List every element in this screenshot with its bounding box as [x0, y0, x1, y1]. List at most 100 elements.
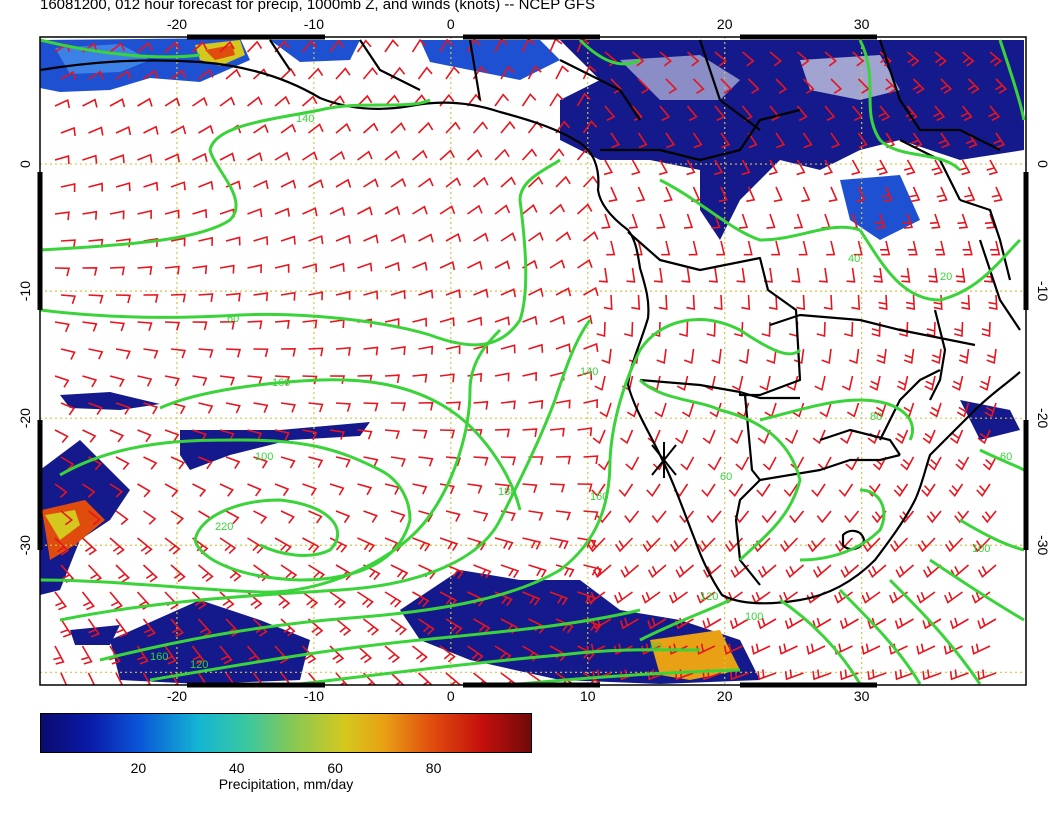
wind-barb: [702, 564, 722, 579]
wind-barb: [302, 591, 319, 609]
wind-barb: [834, 591, 853, 604]
wind-barb: [363, 456, 379, 468]
wind-barb: [274, 537, 292, 554]
lon-tick-label-bottom: 20: [717, 688, 733, 704]
lat-tick-label-left: -20: [17, 408, 33, 428]
wind-barb: [603, 294, 613, 310]
wind-barb: [247, 320, 263, 330]
wind-barb: [656, 348, 667, 364]
wind-barb: [931, 348, 942, 364]
wind-barb: [714, 105, 726, 122]
wind-barb: [274, 207, 291, 217]
wind-barb: [731, 375, 744, 391]
wind-barb: [164, 537, 181, 555]
wind-barb: [577, 259, 593, 269]
wind-barb: [625, 456, 640, 471]
wind-barb: [418, 618, 435, 635]
colorbar-label: Precipitation, mm/day: [218, 776, 354, 792]
wind-barb: [761, 510, 777, 524]
lon-tick-label-bottom: 0: [447, 688, 455, 704]
wind-barb: [170, 564, 186, 583]
wind-barb: [308, 123, 324, 134]
wind-barb: [583, 286, 599, 296]
wind-barb: [170, 293, 186, 303]
contour-label: 100: [255, 451, 273, 463]
wind-barb: [769, 51, 783, 67]
wind-barb: [806, 643, 826, 655]
wind-barb: [335, 347, 351, 356]
lon-tick-label-bottom: -20: [167, 688, 187, 704]
wind-barb: [53, 645, 65, 665]
wind-barb: [302, 429, 318, 441]
wind-barb: [954, 321, 964, 338]
wind-barb: [964, 186, 976, 203]
wind-barb: [958, 159, 971, 176]
wind-barb: [977, 669, 997, 681]
wind-barb: [335, 290, 351, 300]
wind-barb: [720, 78, 733, 94]
wind-barb: [785, 429, 799, 445]
wind-barb: [993, 132, 1006, 149]
wind-barb: [439, 373, 455, 383]
wind-barb: [274, 319, 290, 329]
wind-barb: [219, 152, 236, 162]
wind-barb: [555, 120, 571, 134]
wind-barb: [950, 429, 964, 445]
wind-barb: [857, 78, 870, 94]
wind-barb: [363, 178, 379, 188]
wind-barb: [115, 510, 129, 526]
wind-barb: [576, 92, 591, 107]
wind-barb: [851, 159, 861, 176]
wind-barb: [302, 319, 318, 329]
wind-barb: [555, 455, 571, 465]
contour-label: 220: [215, 521, 233, 533]
wind-barb: [907, 240, 918, 256]
wind-barb: [192, 208, 208, 219]
wind-barb: [549, 148, 565, 161]
wind-barb: [811, 483, 826, 497]
wind-barb: [801, 186, 811, 203]
wind-barb: [137, 209, 152, 219]
wind-barb: [494, 483, 511, 494]
wind-barb: [384, 429, 401, 440]
wind-barb: [143, 510, 157, 525]
wind-barb: [500, 288, 517, 298]
wind-barb: [916, 643, 936, 655]
wind-barb: [730, 564, 750, 579]
wind-barb: [82, 483, 96, 498]
wind-barb: [500, 232, 517, 242]
wind-barb: [170, 456, 186, 470]
contour-label: 120: [190, 659, 208, 671]
axis-tick-labels: -20 -10 0 10 20 30 -20 -10 0 20 30 0 0 -10 -10 -20 -20 -3…: [17, 16, 1051, 704]
wind-barb: [363, 618, 380, 636]
wind-barb: [823, 294, 833, 310]
wind-barb: [826, 240, 836, 256]
lat-tick-label-left: -30: [17, 535, 33, 555]
wind-barb: [528, 231, 544, 242]
wind-barb: [445, 288, 461, 299]
wind-barb: [253, 456, 268, 469]
wind-barb: [115, 402, 131, 415]
wind-barb: [626, 267, 636, 283]
wind-barb: [903, 348, 915, 364]
wind-barb: [802, 132, 813, 149]
wind-barb: [555, 287, 572, 297]
wind-barb: [688, 240, 698, 256]
wind-barb: [784, 617, 804, 630]
wind-barb: [198, 402, 214, 414]
wind-barb: [412, 373, 428, 383]
wind-barb: [219, 645, 233, 665]
colorbar-tick-label: 40: [229, 760, 245, 776]
wind-barb: [735, 456, 750, 471]
wind-barb: [840, 564, 860, 579]
wind-barb: [962, 240, 973, 256]
wind-barb: [280, 235, 296, 245]
wind-barb: [439, 205, 456, 215]
wind-barb: [412, 483, 428, 495]
wind-barb: [986, 348, 997, 364]
wind-barb: [109, 537, 125, 556]
coastlines: [40, 39, 1021, 605]
wind-barb: [893, 483, 909, 497]
wind-barb: [445, 510, 461, 522]
wind-barb: [54, 591, 68, 611]
